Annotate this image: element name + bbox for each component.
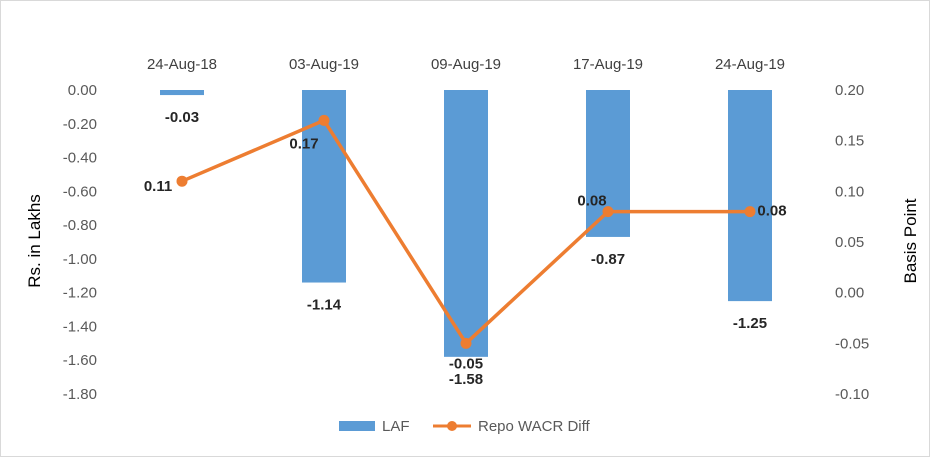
laf-data-label: -0.03 <box>165 109 199 126</box>
legend-label-repo-wacr: Repo WACR Diff <box>478 418 591 435</box>
repo-wacr-marker <box>318 114 330 126</box>
left-axis-ticks: 0.00 -0.20 -0.40 -0.60 -0.80 -1.00 -1.20 -1.40 -… <box>63 82 97 403</box>
right-tick-label: 0.10 <box>835 183 864 200</box>
laf-bar <box>160 90 204 96</box>
left-tick-label: 0.00 <box>68 82 97 99</box>
legend: LAF Repo WACR Diff <box>339 418 591 435</box>
laf-data-label: -1.58 <box>449 371 483 388</box>
left-tick-label: -1.20 <box>63 285 97 302</box>
repo-wacr-marker <box>744 206 756 218</box>
right-tick-label: 0.15 <box>835 133 864 150</box>
repo-wacr-data-label: 0.11 <box>144 178 172 195</box>
category-label: 24-Aug-18 <box>147 56 217 73</box>
right-tick-label: 0.20 <box>835 82 864 99</box>
right-tick-label: -0.05 <box>835 335 869 352</box>
left-tick-label: -1.80 <box>63 386 97 403</box>
repo-wacr-marker <box>460 337 472 349</box>
laf-data-labels: -0.03 -1.14 -1.58 -0.87 -1.25 <box>165 109 767 388</box>
repo-wacr-marker <box>602 206 614 218</box>
left-axis-title: Rs. in Lakhs <box>25 194 44 288</box>
right-axis-title: Basis Point <box>901 198 920 283</box>
laf-data-label: -1.14 <box>307 297 342 314</box>
category-labels: 24-Aug-18 03-Aug-19 09-Aug-19 17-Aug-19 24-A… <box>147 56 785 73</box>
left-tick-label: -1.60 <box>63 352 97 369</box>
legend-swatch-laf <box>339 421 375 431</box>
laf-bar <box>444 90 488 357</box>
laf-data-label: -0.87 <box>591 251 625 268</box>
repo-wacr-data-label: 0.08 <box>577 193 606 210</box>
legend-label-laf: LAF <box>382 418 410 435</box>
left-tick-label: -0.20 <box>63 116 97 133</box>
repo-wacr-data-label: -0.05 <box>449 355 483 372</box>
right-tick-label: -0.10 <box>835 386 869 403</box>
category-label: 24-Aug-19 <box>715 56 785 73</box>
repo-wacr-marker <box>176 175 188 187</box>
laf-bar <box>728 90 772 302</box>
left-tick-label: -1.40 <box>63 318 97 335</box>
right-tick-label: 0.05 <box>835 234 864 251</box>
left-tick-label: -0.40 <box>63 150 97 167</box>
category-label: 17-Aug-19 <box>573 56 643 73</box>
repo-wacr-line <box>176 114 756 349</box>
repo-wacr-data-label: 0.08 <box>757 203 786 220</box>
category-label: 03-Aug-19 <box>289 56 359 73</box>
repo-wacr-data-label: 0.17 <box>289 135 318 152</box>
right-tick-label: 0.00 <box>835 285 864 302</box>
legend-swatch-marker <box>447 421 457 431</box>
left-tick-label: -1.00 <box>63 251 97 268</box>
repo-wacr-data-labels: 0.11 0.17 -0.05 0.08 0.08 <box>144 135 787 372</box>
laf-data-label: -1.25 <box>733 315 767 332</box>
left-tick-label: -0.80 <box>63 217 97 234</box>
category-label: 09-Aug-19 <box>431 56 501 73</box>
laf-bars <box>160 90 772 357</box>
left-tick-label: -0.60 <box>63 183 97 200</box>
right-axis-ticks: 0.20 0.15 0.10 0.05 0.00 -0.05 -0.10 <box>835 82 869 403</box>
